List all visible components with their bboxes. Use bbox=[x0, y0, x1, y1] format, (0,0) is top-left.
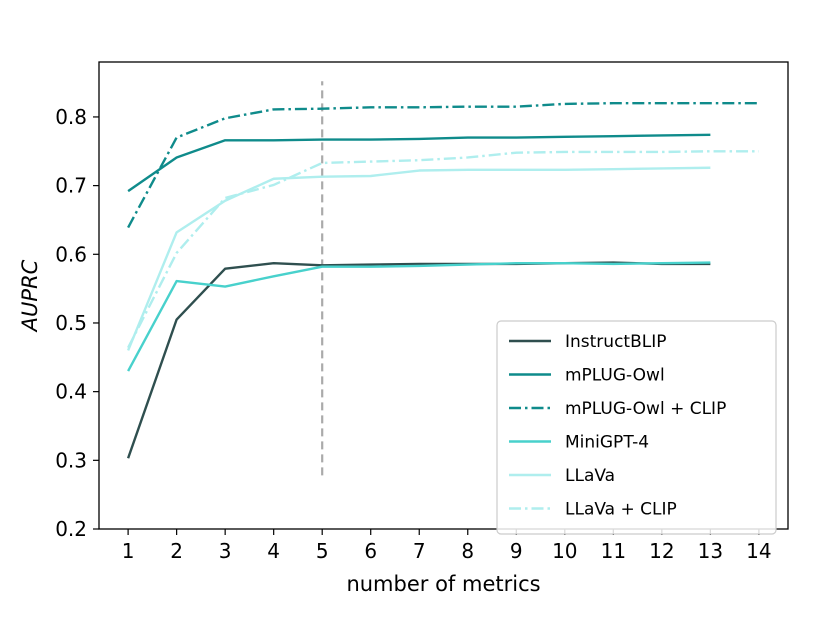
y-axis-label: AUPRC bbox=[18, 259, 42, 333]
x-tick-label: 5 bbox=[316, 539, 329, 563]
legend-label-4: LLaVa bbox=[565, 466, 615, 486]
x-tick-label: 4 bbox=[267, 539, 280, 563]
y-axis-ticks: 0.2 0.3 0.4 0.5 0.6 0.7 0.8 bbox=[55, 105, 99, 541]
series-line-0 bbox=[126, 261, 711, 459]
x-tick-label: 2 bbox=[170, 539, 183, 563]
legend-label-5: LLaVa + CLIP bbox=[565, 500, 677, 520]
series-line-5 bbox=[127, 150, 759, 349]
x-tick-label: 8 bbox=[461, 539, 474, 563]
plot-frame bbox=[98, 61, 789, 530]
legend: InstructBLIP mPLUG-Owl mPLUG-Owl + CLIP Min… bbox=[496, 320, 777, 535]
y-tick-label: 0.7 bbox=[55, 174, 87, 198]
series-line-2 bbox=[127, 102, 759, 229]
x-axis-ticks: 1 2 3 4 5 6 7 8 9 10 11 12 13 14 bbox=[122, 529, 772, 563]
x-tick-label: 11 bbox=[601, 539, 626, 563]
x-tick-label: 1 bbox=[122, 539, 135, 563]
legend-label-2: mPLUG-Owl + CLIP bbox=[565, 399, 726, 419]
y-tick-label: 0.2 bbox=[55, 517, 87, 541]
x-tick-label: 6 bbox=[364, 539, 377, 563]
x-tick-label: 9 bbox=[510, 539, 523, 563]
legend-box bbox=[496, 320, 777, 535]
y-tick-label: 0.8 bbox=[55, 105, 87, 129]
legend-label-3: MiniGPT-4 bbox=[565, 433, 649, 453]
series-line-3 bbox=[127, 261, 711, 372]
legend-label-0: InstructBLIP bbox=[565, 332, 667, 352]
y-tick-label: 0.5 bbox=[55, 311, 87, 335]
y-tick-label: 0.6 bbox=[55, 242, 87, 266]
series-line-4 bbox=[126, 166, 711, 351]
x-tick-label: 3 bbox=[219, 539, 232, 563]
legend-label-1: mPLUG-Owl bbox=[565, 366, 665, 386]
series-line-1 bbox=[127, 133, 711, 193]
x-tick-label: 10 bbox=[552, 539, 577, 563]
series-layer bbox=[126, 102, 759, 459]
x-tick-label: 7 bbox=[413, 539, 426, 563]
x-tick-label: 13 bbox=[698, 539, 723, 563]
x-axis-label: number of metrics bbox=[346, 572, 540, 596]
y-tick-label: 0.3 bbox=[55, 448, 87, 472]
x-tick-label: 12 bbox=[649, 539, 674, 563]
x-tick-label: 14 bbox=[746, 539, 771, 563]
y-tick-label: 0.4 bbox=[55, 380, 87, 404]
